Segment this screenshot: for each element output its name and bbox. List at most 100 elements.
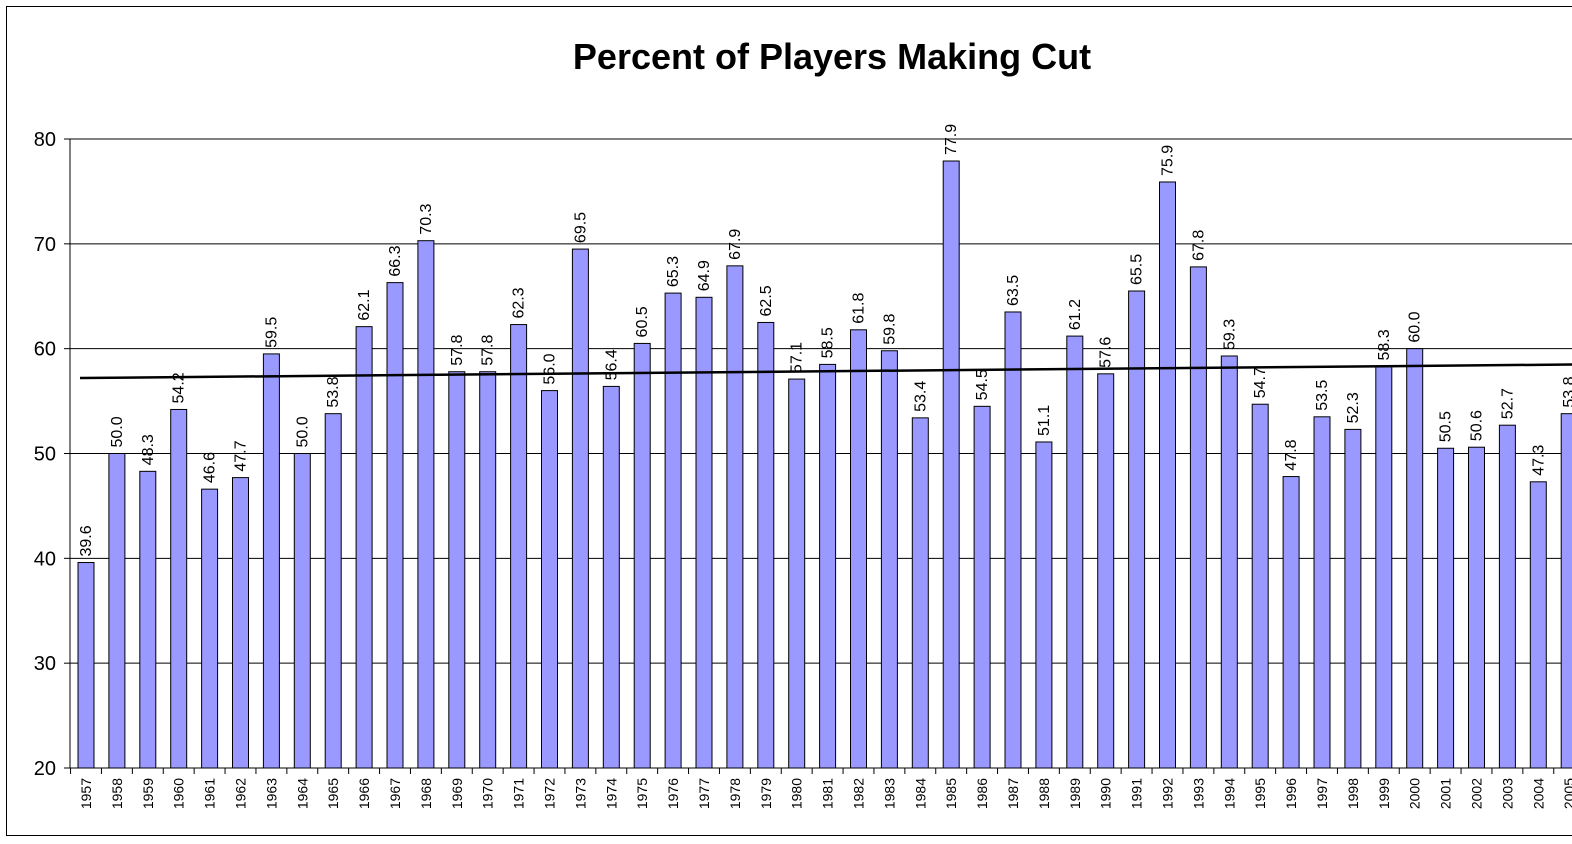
- bar-1963: [262, 353, 280, 769]
- x-tick-label-1963: 1963: [263, 778, 279, 809]
- data-label-1967: 66.3: [387, 245, 404, 276]
- x-tick-label-1983: 1983: [881, 778, 897, 809]
- data-label-1977: 64.9: [696, 260, 713, 291]
- bar-1975: [633, 342, 651, 769]
- x-tick-label-1992: 1992: [1160, 778, 1176, 809]
- x-tick-label-1972: 1972: [542, 778, 558, 809]
- x-axis-labels: 1957 1958 1959 1960 1961 1962 1963 1964 1965 1966…: [78, 778, 1572, 809]
- data-label-1962: 47.7: [233, 440, 250, 471]
- bar-1997: [1313, 416, 1331, 769]
- data-label-1959: 48.3: [140, 434, 157, 465]
- bar-1993: [1189, 266, 1207, 769]
- data-label-1998: 52.3: [1345, 392, 1362, 423]
- bar-1985: [942, 160, 960, 769]
- x-tick-label-1986: 1986: [974, 778, 990, 809]
- y-tick-label: 40: [34, 548, 56, 570]
- data-label-1960: 54.2: [171, 372, 188, 403]
- bar-1977: [695, 296, 713, 769]
- data-label-1992: 75.9: [1160, 145, 1177, 176]
- bar-1967: [386, 282, 404, 769]
- bar-1983: [880, 350, 898, 769]
- data-label-1995: 54.7: [1252, 367, 1269, 398]
- bar-1957: [77, 562, 95, 769]
- bar-1959: [139, 470, 157, 769]
- bar-1970: [479, 371, 497, 769]
- x-tick-label-2004: 2004: [1530, 778, 1546, 809]
- data-label-2000: 60.0: [1407, 311, 1424, 342]
- bar-1982: [850, 329, 867, 769]
- data-label-1976: 65.3: [665, 256, 682, 287]
- data-label-1986: 54.5: [974, 369, 991, 400]
- x-tick-label-1982: 1982: [851, 778, 867, 809]
- x-tick-label-1958: 1958: [109, 778, 125, 809]
- data-label-1958: 50.0: [109, 416, 126, 447]
- x-tick-label-1975: 1975: [634, 778, 650, 809]
- data-label-1961: 46.6: [202, 452, 219, 483]
- x-tick-label-1969: 1969: [449, 778, 465, 809]
- data-label-1968: 70.3: [418, 203, 435, 234]
- data-label-1979: 62.5: [758, 285, 775, 316]
- data-label-2003: 52.7: [1499, 388, 1516, 419]
- x-tick-label-1977: 1977: [696, 778, 712, 809]
- bar-2000: [1406, 348, 1424, 769]
- y-tick-label: 80: [34, 129, 56, 151]
- x-tick-label-1990: 1990: [1098, 778, 1114, 809]
- data-label-1996: 47.8: [1283, 439, 1300, 470]
- x-tick-label-1980: 1980: [789, 778, 805, 809]
- trendline: [79, 363, 1572, 380]
- data-label-1978: 67.9: [727, 229, 744, 260]
- data-label-1987: 63.5: [1005, 275, 1022, 306]
- x-tick-label-1957: 1957: [78, 778, 94, 809]
- bar-2002: [1468, 446, 1485, 769]
- y-tick-label: 60: [34, 339, 56, 361]
- bar-1969: [448, 371, 466, 769]
- bar-2003: [1498, 424, 1516, 769]
- data-label-1969: 57.8: [449, 334, 466, 365]
- data-label-1963: 59.5: [263, 317, 280, 348]
- bars: [77, 160, 1572, 769]
- bar-1989: [1066, 335, 1084, 769]
- bar-1971: [510, 324, 528, 769]
- data-label-1975: 60.5: [634, 306, 651, 337]
- x-tick-label-1970: 1970: [480, 778, 496, 809]
- data-label-1966: 62.1: [356, 289, 373, 320]
- bar-1974: [602, 385, 620, 769]
- bar-1981: [819, 363, 837, 769]
- y-tick-label: 70: [34, 234, 56, 256]
- x-tick-label-2002: 2002: [1469, 778, 1485, 809]
- x-tick-label-1998: 1998: [1345, 778, 1361, 809]
- bar-1958: [108, 453, 126, 769]
- bar-2004: [1529, 481, 1547, 769]
- data-label-1974: 56.4: [603, 349, 620, 380]
- x-tick-label-1991: 1991: [1129, 778, 1145, 809]
- bar-1986: [973, 405, 991, 769]
- data-label-1981: 58.5: [820, 327, 837, 358]
- bar-1992: [1159, 181, 1176, 769]
- x-tick-label-1964: 1964: [294, 778, 310, 809]
- bar-1996: [1282, 476, 1300, 769]
- bar-1978: [726, 265, 744, 769]
- x-tick-label-2001: 2001: [1438, 778, 1454, 809]
- data-label-1957: 39.6: [78, 525, 95, 556]
- data-label-1989: 61.2: [1067, 299, 1084, 330]
- bar-1961: [201, 488, 219, 769]
- x-tick-label-1973: 1973: [572, 778, 588, 809]
- data-label-1994: 59.3: [1221, 319, 1238, 350]
- data-label-1988: 51.1: [1036, 405, 1053, 436]
- data-label-2004: 47.3: [1530, 445, 1547, 476]
- x-tick-label-1961: 1961: [202, 778, 218, 809]
- data-label-1983: 59.8: [881, 314, 898, 345]
- bar-2005: [1560, 413, 1572, 769]
- x-tick-label-1971: 1971: [511, 778, 527, 809]
- x-tick-label-1965: 1965: [325, 778, 341, 809]
- bar-1980: [788, 378, 806, 769]
- x-tick-label-1968: 1968: [418, 778, 434, 809]
- data-label-1964: 50.0: [294, 416, 311, 447]
- x-tick-label-1989: 1989: [1067, 778, 1083, 809]
- data-label-1991: 65.5: [1129, 254, 1146, 285]
- x-tick-label-1974: 1974: [603, 778, 619, 809]
- data-label-2002: 50.6: [1469, 410, 1486, 441]
- bar-1964: [293, 453, 311, 769]
- x-tick-label-1984: 1984: [912, 778, 928, 809]
